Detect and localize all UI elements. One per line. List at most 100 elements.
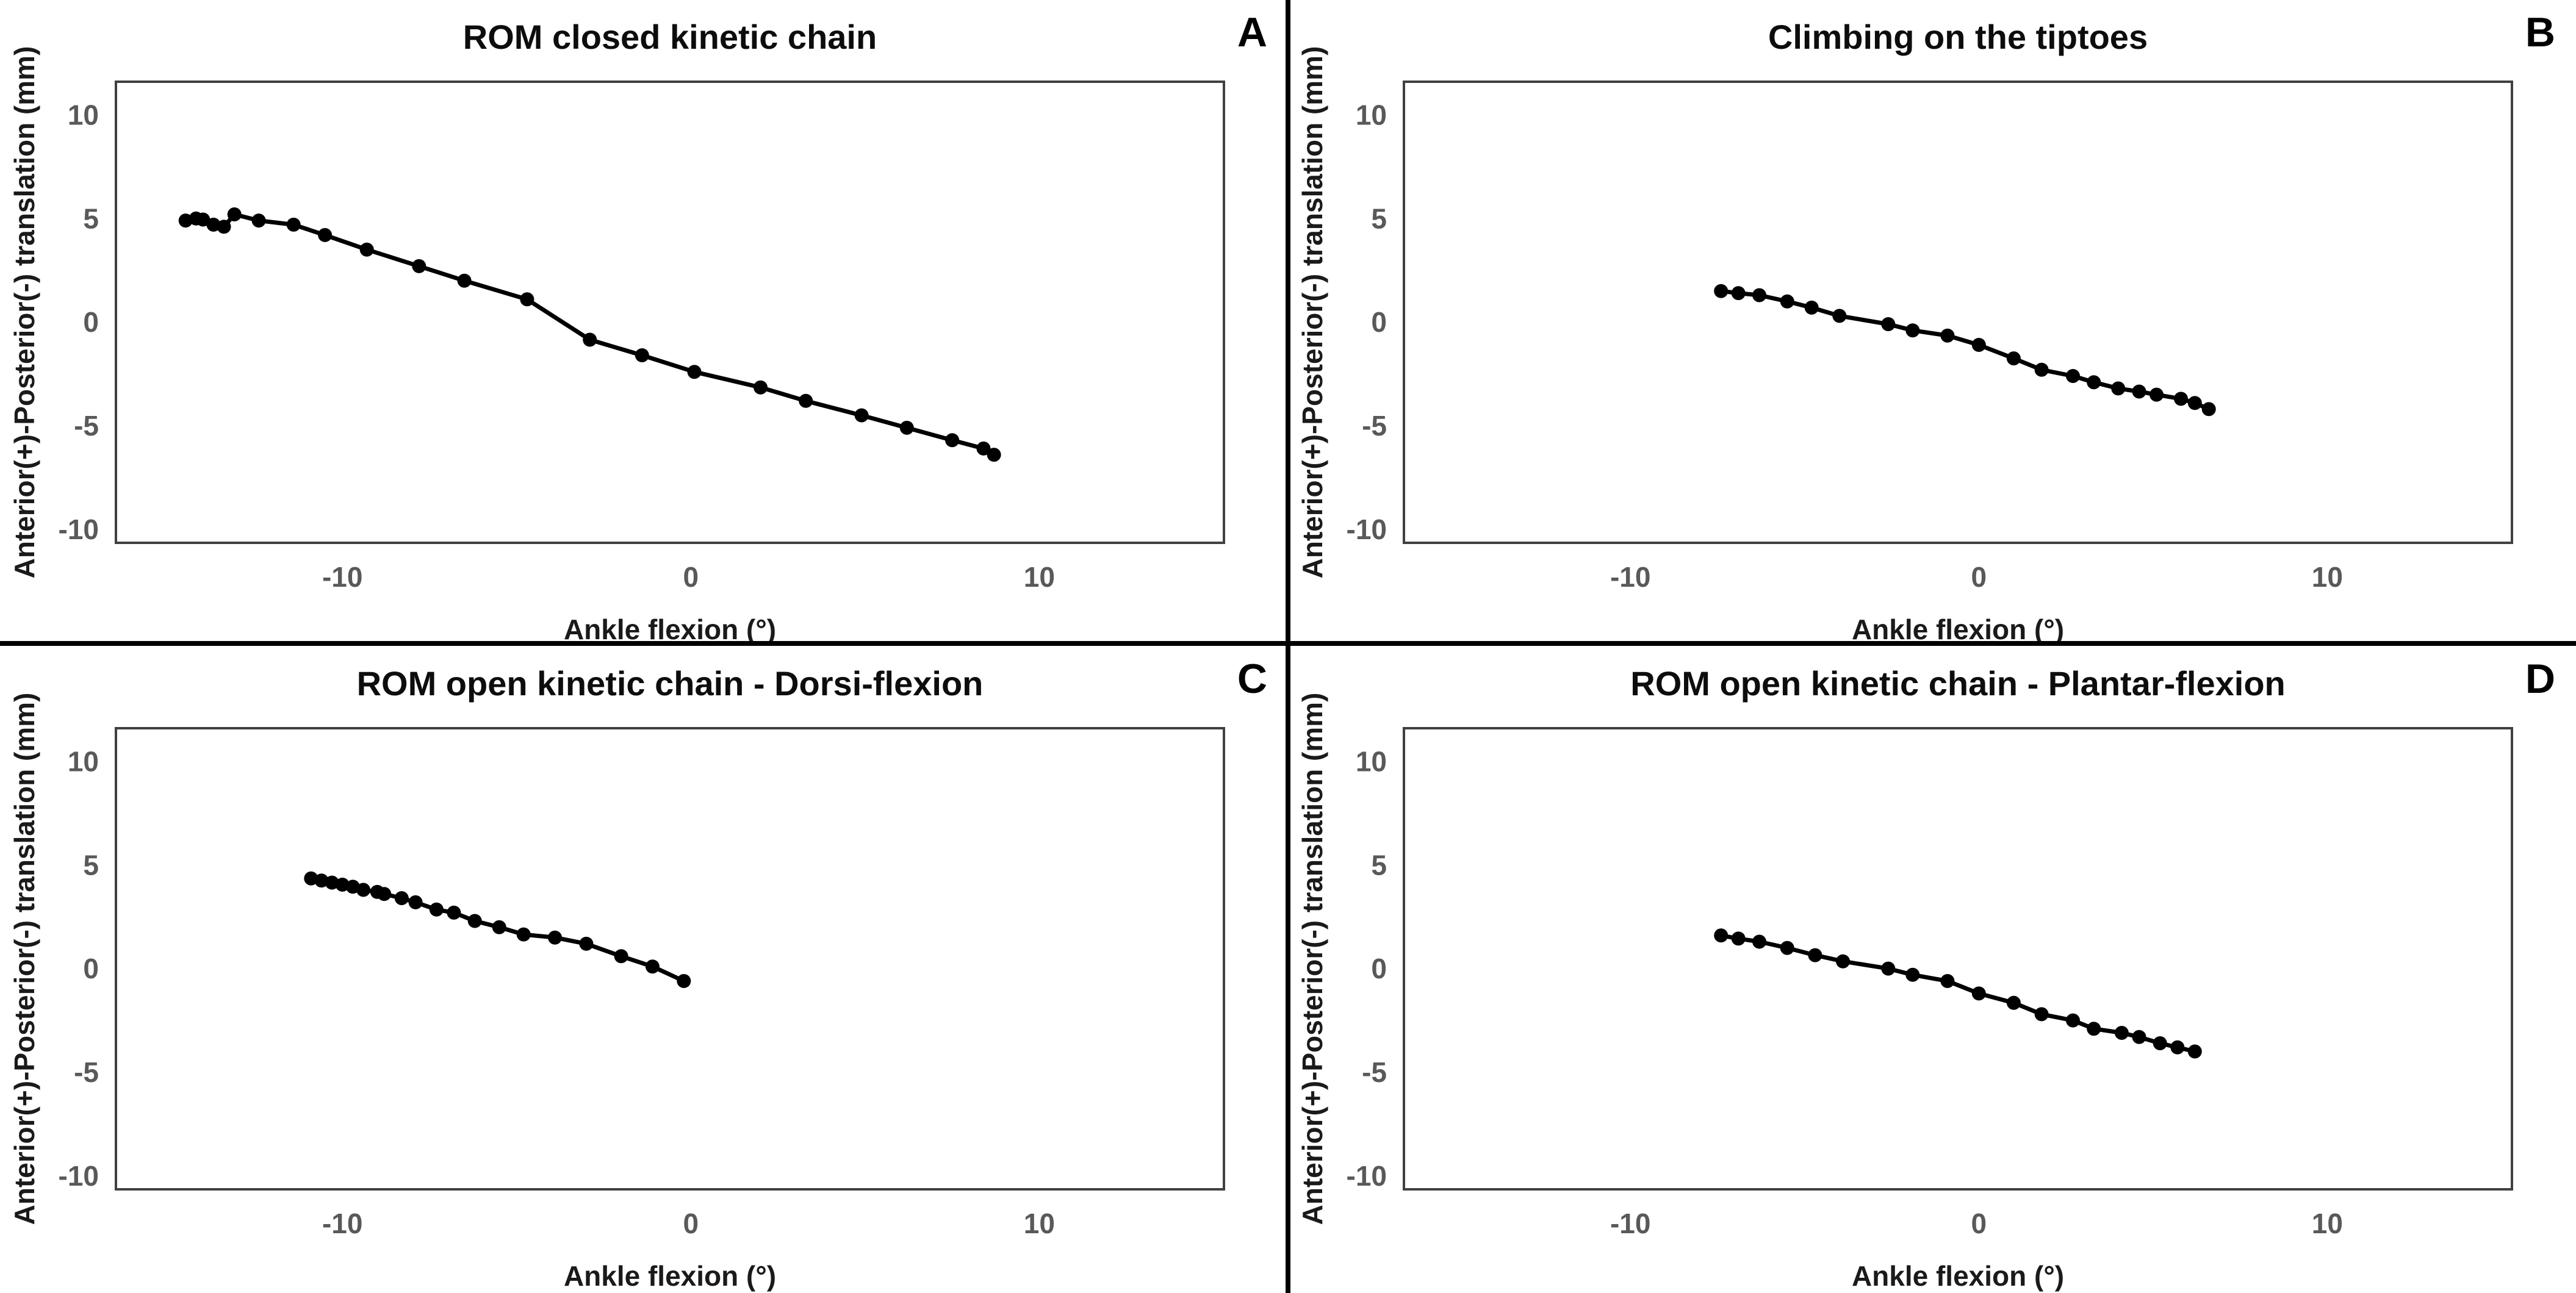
x-tick-label: -10 (322, 561, 362, 593)
y-tick-label: -10 (1347, 1160, 1387, 1192)
panel-d: 10 5 0 -5 -10 -10 0 10 Ankle flexion (°) Anterior… (1288, 646, 2576, 1293)
x-tick-label: 10 (2312, 1208, 2343, 1239)
y-tick-label: -5 (1362, 1056, 1387, 1088)
data-point-marker (2111, 381, 2126, 396)
data-point-marker (304, 871, 318, 886)
data-point-marker (1940, 974, 1955, 988)
panel-c: 10 5 0 -5 -10 -10 0 10 Ankle flexion (°) Anterior… (0, 646, 1288, 1293)
data-point-marker (314, 873, 329, 888)
data-point-marker (2170, 1040, 2185, 1055)
data-point-marker (2034, 362, 2049, 377)
data-point-marker (2201, 402, 2216, 417)
data-point-marker (1881, 317, 1896, 331)
data-point-marker (1905, 323, 1920, 338)
data-point-marker (2034, 1007, 2049, 1022)
data-point-marker (579, 936, 594, 951)
x-tick-label: 10 (1024, 561, 1055, 593)
y-tick-label: 10 (68, 745, 99, 777)
y-tick-label: -5 (74, 410, 99, 442)
chart-d: 10 5 0 -5 -10 -10 0 10 Ankle flexion (°) Anterior… (1297, 693, 2513, 1292)
data-point-marker (2187, 396, 2202, 410)
data-point-marker (492, 920, 506, 934)
data-point-marker (687, 365, 702, 379)
data-point-marker (2066, 1013, 2080, 1028)
data-point-marker (457, 273, 472, 288)
data-point-marker (1731, 286, 1746, 301)
y-tick-label: 0 (1371, 306, 1387, 338)
data-point-marker (1780, 940, 1794, 955)
data-point-marker (548, 930, 562, 945)
data-point-marker (467, 914, 482, 928)
data-point-marker (987, 448, 1001, 462)
y-axis-label: Anterior(+)-Posterior(-) translation (mm… (9, 693, 40, 1225)
data-point-marker (2006, 995, 2021, 1010)
data-point-marker (2150, 387, 2164, 402)
data-point-marker (1832, 309, 1847, 323)
data-point-marker (645, 959, 660, 974)
data-point-marker (356, 883, 370, 897)
y-axis-label: Anterior(+)-Posterior(-) translation (mm… (9, 46, 40, 579)
data-point-marker (1714, 928, 1729, 943)
data-point-marker (318, 227, 333, 242)
data-point-marker (412, 259, 426, 273)
data-point-marker (1905, 967, 1920, 982)
x-tick-label: 10 (2312, 561, 2343, 593)
panel-a-title: ROM closed kinetic chain (462, 18, 877, 56)
data-point-marker (1808, 948, 1822, 962)
chart-c: 10 5 0 -5 -10 -10 0 10 Ankle flexion (°) Anterior… (9, 693, 1225, 1292)
data-point-marker (799, 393, 813, 408)
y-tick-label: -10 (1347, 514, 1387, 545)
x-tick-label: -10 (1610, 561, 1650, 593)
data-point-marker (2087, 375, 2101, 390)
x-axis-label: Ankle flexion (°) (564, 614, 776, 645)
data-point-marker (2087, 1022, 2101, 1036)
panel-a: 10 5 0 -5 -10 -10 0 10 Ankle flexion (°) Anterior… (0, 0, 1288, 646)
data-point-marker (945, 433, 960, 448)
data-point-marker (286, 217, 301, 232)
data-point-marker (2153, 1036, 2167, 1050)
plot-border (1403, 81, 2513, 544)
data-point-marker (1804, 300, 1819, 315)
y-axis-label: Anterior(+)-Posterior(-) translation (mm… (1297, 46, 1328, 579)
data-point-marker (1780, 294, 1794, 309)
data-point-marker (677, 974, 691, 988)
data-point-marker (227, 207, 242, 221)
plot-border (1403, 727, 2513, 1191)
data-point-marker (2174, 392, 2188, 406)
y-tick-label: 5 (83, 849, 99, 881)
data-point-marker (614, 949, 628, 964)
data-point-marker (206, 217, 221, 232)
x-tick-label: 0 (683, 561, 699, 593)
data-point-marker (635, 348, 649, 362)
vertical-divider (1286, 0, 1290, 1293)
data-point-marker (1881, 961, 1896, 976)
panel-b: 10 5 0 -5 -10 -10 0 10 Ankle flexion (°) Anterior… (1288, 0, 2576, 646)
x-tick-label: 10 (1024, 1208, 1055, 1239)
panel-d-letter: D (2525, 656, 2555, 702)
panel-b-title: Climbing on the tiptoes (1768, 18, 2148, 56)
data-point-marker (516, 927, 531, 942)
panel-a-letter: A (1237, 9, 1267, 56)
x-axis-label: Ankle flexion (°) (1852, 1260, 2064, 1292)
y-tick-label: 10 (1356, 99, 1387, 131)
data-point-marker (2132, 384, 2146, 399)
x-axis-label: Ankle flexion (°) (564, 1260, 776, 1292)
data-point-marker (520, 292, 534, 307)
data-point-marker (251, 213, 266, 228)
panel-c-letter: C (1237, 656, 1267, 702)
x-tick-label: -10 (322, 1208, 362, 1239)
data-point-marker (408, 895, 423, 909)
data-point-marker (2006, 351, 2021, 366)
data-point-marker (583, 332, 597, 347)
data-point-marker (2132, 1030, 2146, 1044)
y-tick-label: -5 (74, 1056, 99, 1088)
data-point-marker (1940, 328, 1955, 343)
data-point-marker (178, 213, 193, 228)
data-point-marker (429, 902, 444, 917)
data-point-marker (394, 891, 409, 906)
y-tick-label: -10 (59, 514, 99, 545)
data-point-marker (2066, 369, 2080, 383)
data-point-marker (196, 212, 210, 227)
data-point-marker (1731, 931, 1746, 946)
